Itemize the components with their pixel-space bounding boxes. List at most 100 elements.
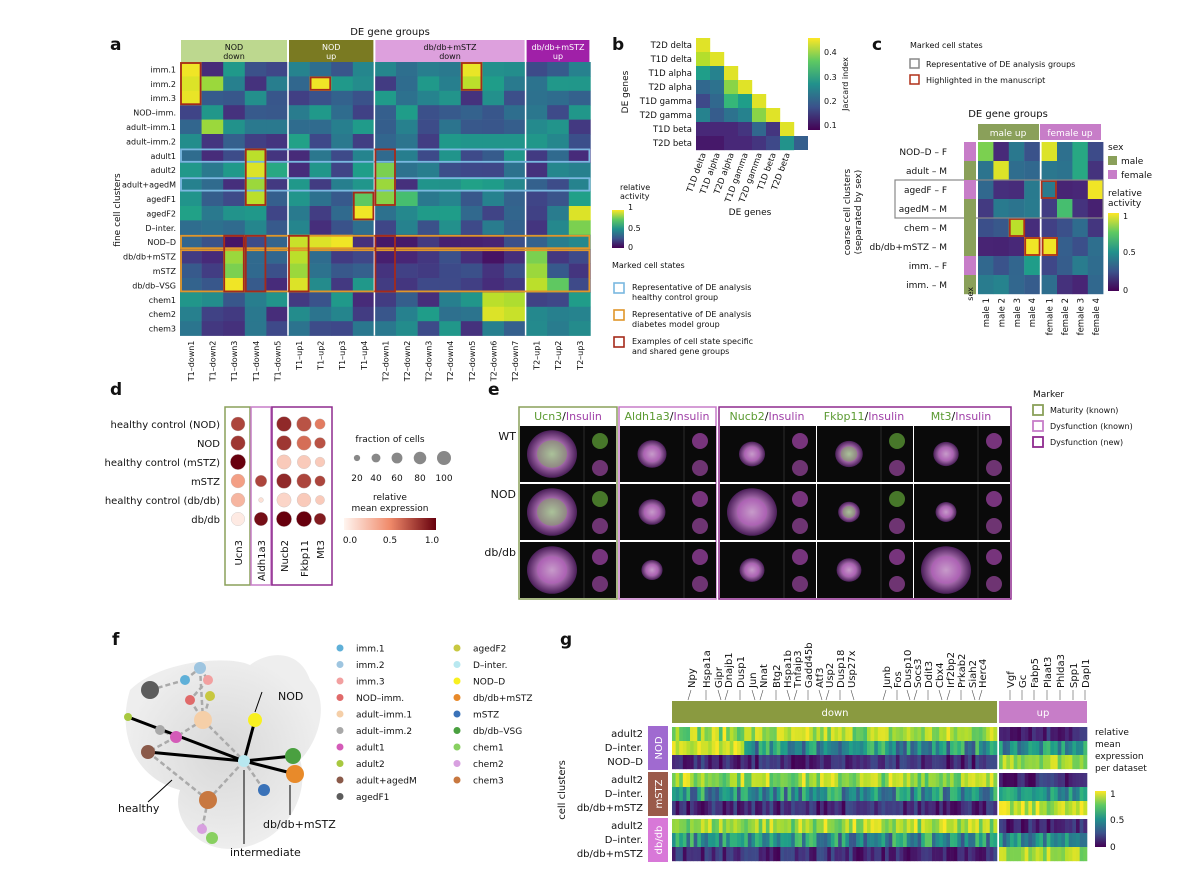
panel-a-cell	[417, 191, 440, 207]
panel-g-cell	[827, 801, 832, 816]
panel-g-cell	[1076, 741, 1080, 756]
panel-c-colorbar	[1108, 213, 1119, 291]
panel-a-cell	[180, 292, 202, 308]
panel-g-cell	[939, 833, 944, 848]
panel-g-gene-label: Dusp10	[903, 650, 914, 688]
panel-g-cell	[776, 773, 781, 788]
panel-a-cell	[568, 234, 591, 250]
panel-g-cell	[942, 727, 947, 742]
panel-d-dot	[230, 454, 246, 470]
panel-g-cell	[708, 819, 713, 834]
panel-g-cell	[885, 833, 889, 848]
panel-a-cell	[417, 105, 440, 120]
panel-b-cell	[710, 52, 725, 67]
panel-g-cell	[1002, 819, 1007, 834]
panel-g-cell	[1032, 773, 1036, 788]
panel-g-cell	[765, 727, 770, 742]
panel-a-cell	[223, 134, 246, 149]
panel-g-cell	[690, 741, 694, 756]
panel-c-cell	[993, 256, 1009, 276]
panel-g-cell	[939, 787, 944, 802]
panel-a-cell	[223, 206, 246, 221]
panel-g-cell	[827, 847, 832, 862]
panel-g-cell	[765, 847, 770, 862]
panel-g-cell	[1002, 741, 1007, 756]
panel-a-cell	[331, 76, 354, 92]
panel-label-d: d	[110, 380, 122, 400]
panel-g-cell	[751, 741, 756, 756]
panel-g-gene-tick	[946, 689, 951, 701]
panel-g-cell	[999, 819, 1003, 834]
panel-a-cell	[417, 134, 440, 149]
panel-a-cell	[396, 206, 418, 221]
panel-g-cell	[939, 773, 944, 788]
panel-d-col-label: Mt3	[316, 540, 327, 559]
panel-g-cell	[1076, 787, 1080, 802]
panel-e-islet	[935, 502, 957, 522]
panel-g-cell	[910, 819, 915, 834]
panel-d-maturity-box	[224, 406, 251, 586]
panel-a-cell	[331, 292, 354, 308]
panel-e-islet-marker	[537, 498, 567, 526]
panel-g-cell	[1076, 727, 1080, 742]
panel-g-cell	[874, 801, 879, 816]
panel-g-cell	[867, 741, 871, 756]
panel-g-cell	[870, 741, 875, 756]
panel-g-cell	[975, 801, 980, 816]
panel-a-cell	[439, 234, 462, 250]
panel-g-cell	[820, 755, 824, 770]
panel-a-cell	[482, 263, 505, 279]
panel-g-dataset-name: NOD	[654, 736, 665, 759]
panel-g-cell	[964, 727, 969, 742]
panel-c-cell	[1057, 142, 1073, 162]
panel-g-cell	[708, 787, 713, 802]
panel-g-cell	[989, 755, 994, 770]
panel-a-cell	[331, 191, 354, 207]
panel-g-cell	[780, 727, 785, 742]
panel-g-cell	[903, 801, 908, 816]
panel-e-row-label: WT	[498, 430, 516, 443]
panel-g-cell	[708, 847, 713, 862]
panel-g-cell	[718, 773, 723, 788]
panel-g-cell	[877, 801, 882, 816]
panel-g-cell	[917, 727, 922, 742]
panel-a-cell	[352, 134, 375, 149]
panel-a-cell	[525, 249, 548, 264]
panel-g-cell	[780, 801, 785, 816]
panel-g-cell	[910, 773, 915, 788]
panel-g-cell	[975, 833, 980, 848]
panel-a-cell	[396, 321, 418, 336]
panel-g-cell	[939, 801, 944, 816]
panel-g-cell	[978, 741, 983, 756]
panel-a-cell	[180, 278, 202, 293]
panel-g-cell	[856, 819, 861, 834]
panel-c-cell	[1008, 161, 1025, 181]
panel-c-legend-title: Marked cell states	[910, 41, 983, 50]
panel-c-legend-red-box	[909, 74, 920, 85]
panel-a-cell	[417, 90, 440, 106]
panel-g-cell	[830, 741, 835, 756]
panel-a-cell	[266, 249, 289, 264]
panel-a-cell	[439, 206, 462, 221]
panel-f-node	[194, 711, 212, 729]
panel-g-cell	[791, 741, 796, 756]
panel-g-cell	[812, 755, 817, 770]
panel-g-cell	[986, 819, 991, 834]
panel-a-cell	[244, 134, 267, 149]
panel-a-header-0	[181, 40, 287, 62]
panel-g-cell	[747, 741, 752, 756]
panel-g-cell	[802, 741, 806, 756]
panel-g-cell	[921, 741, 926, 756]
panel-g-cell	[906, 727, 911, 742]
panel-g-cell	[672, 819, 676, 834]
panel-b-cell	[724, 80, 739, 95]
panel-a-cell	[309, 148, 332, 164]
panel-g-cell	[1065, 727, 1069, 742]
panel-g-cell	[1076, 773, 1080, 788]
panel-g-cell	[1061, 773, 1066, 788]
panel-g-cell	[986, 847, 991, 862]
panel-g-cell	[769, 773, 774, 788]
panel-a-cell	[396, 62, 418, 77]
panel-e-islet	[527, 488, 577, 536]
panel-g-cell	[874, 787, 879, 802]
